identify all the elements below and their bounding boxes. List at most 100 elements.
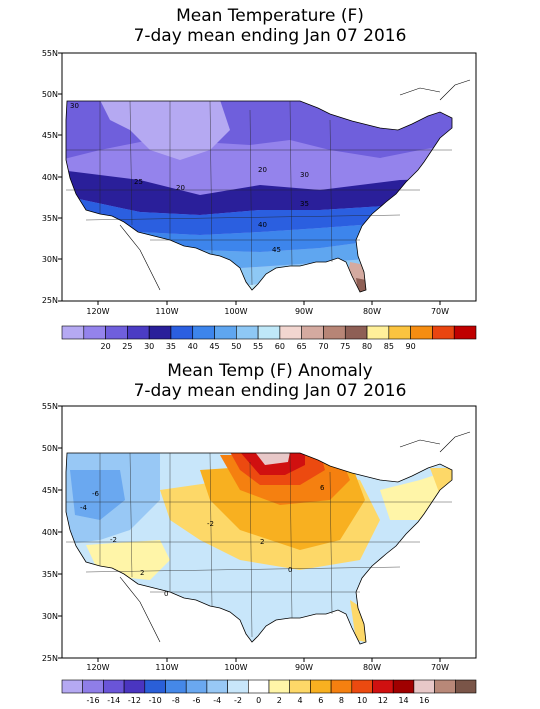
lon-label: 100W — [224, 663, 247, 672]
legend-label: 30 — [144, 342, 154, 351]
lon-label: 80W — [363, 307, 381, 316]
legend-swatch — [236, 325, 259, 340]
contour-label: -6 — [92, 490, 100, 498]
lon-label: 110W — [155, 307, 178, 316]
legend-label: 75 — [340, 342, 350, 351]
legend-swatch — [214, 325, 237, 340]
lon-label: 110W — [155, 663, 178, 672]
legend-swatch — [323, 325, 346, 340]
legend-swatch — [344, 325, 368, 340]
bottom-map-title-line2: 7-day mean ending Jan 07 2016 — [133, 381, 407, 401]
legend-label: 45 — [209, 342, 219, 351]
top-lat-labels: 55N 50N 45N 40N 35N 30N 25N — [42, 49, 58, 305]
legend-label: -12 — [128, 696, 141, 705]
contour-label: 30 — [70, 102, 79, 110]
legend-swatch — [453, 325, 477, 340]
legend-swatch — [127, 325, 150, 340]
top-contour-labels: 25 20 20 30 35 40 45 30 — [70, 102, 309, 254]
legend-swatch — [83, 325, 106, 340]
lat-label: 40N — [42, 528, 58, 537]
legend-swatch — [310, 679, 332, 694]
legend-label: 0 — [256, 696, 261, 705]
lon-label: 90W — [295, 307, 313, 316]
lat-label: 40N — [42, 173, 58, 182]
legend-swatch — [123, 679, 146, 694]
legend-swatch — [301, 325, 324, 340]
lat-label: 45N — [42, 486, 58, 495]
legend-swatch — [454, 679, 477, 694]
legend-swatch — [279, 325, 302, 340]
legend-swatch — [388, 325, 411, 340]
lon-label: 80W — [363, 663, 381, 672]
lon-label: 90W — [295, 663, 313, 672]
legend-label: 35 — [166, 342, 176, 351]
lat-label: 55N — [42, 402, 58, 411]
contour-label: -4 — [80, 504, 88, 512]
neighbor-coastlines — [119, 431, 471, 643]
top-ticks — [58, 52, 441, 305]
legend-swatch — [165, 679, 187, 694]
legend-swatch — [330, 679, 353, 694]
legend-label: 90 — [406, 342, 416, 351]
neighbor-coastlines — [119, 79, 471, 291]
bottom-ticks — [58, 405, 441, 662]
legend-label: 85 — [384, 342, 394, 351]
contour-label: 35 — [300, 200, 309, 208]
legend-label: 8 — [339, 696, 344, 705]
legend-label: 70 — [318, 342, 328, 351]
lat-label: 25N — [42, 296, 58, 305]
bottom-map-title-line1: Mean Temp (F) Anomaly — [167, 361, 373, 381]
lon-label: 70W — [431, 307, 449, 316]
legend-label: 4 — [298, 696, 303, 705]
legend-swatch — [248, 679, 270, 694]
legend-swatch — [392, 679, 415, 694]
contour-label: 40 — [258, 221, 267, 229]
legend-label: 14 — [398, 696, 408, 705]
legend-label: 50 — [231, 342, 241, 351]
lon-label: 70W — [431, 663, 449, 672]
anomaly-legend: -16 -14 -12 -10 -8 -6 -4 -2 0 2 4 6 8 10 12 14 16 — [61, 679, 477, 705]
top-lon-labels: 120W 110W 100W 90W 80W 70W — [86, 307, 449, 316]
legend-label: -6 — [193, 696, 201, 705]
contour-label: -2 — [110, 536, 117, 544]
legend-label: 40 — [188, 342, 198, 351]
legend-swatch — [144, 679, 166, 694]
legend-swatch — [192, 325, 215, 340]
legend-label: 25 — [122, 342, 132, 351]
legend-label: 20 — [100, 342, 110, 351]
legend-label: 65 — [297, 342, 307, 351]
legend-label: 2 — [277, 696, 282, 705]
contour-label: -2 — [207, 520, 214, 528]
legend-swatch — [170, 325, 194, 340]
legend-label: -2 — [234, 696, 242, 705]
legend-label: 10 — [357, 696, 367, 705]
legend-label: 16 — [419, 696, 429, 705]
lat-label: 50N — [42, 90, 58, 99]
legend-swatch — [61, 325, 85, 340]
legend-swatch — [82, 679, 104, 694]
lat-label: 35N — [42, 214, 58, 223]
us-outline — [65, 100, 453, 293]
contour-label: 2 — [260, 538, 264, 546]
lon-label: 120W — [86, 307, 109, 316]
legend-swatch — [185, 679, 208, 694]
contour-label: 20 — [176, 184, 185, 192]
legend-label: 80 — [362, 342, 372, 351]
legend-swatch — [206, 679, 228, 694]
top-map-title-line2: 7-day mean ending Jan 07 2016 — [133, 26, 407, 46]
contour-label: 20 — [258, 166, 267, 174]
legend-swatch — [410, 325, 433, 340]
contour-label: 2 — [140, 569, 144, 577]
contour-label: 45 — [272, 246, 281, 254]
legend-swatch — [227, 679, 249, 694]
lon-label: 100W — [224, 307, 247, 316]
contour-label: 0 — [164, 590, 168, 598]
legend-swatch — [351, 679, 373, 694]
top-map-title-line1: Mean Temperature (F) — [176, 6, 364, 26]
legend-label: -14 — [107, 696, 120, 705]
legend-swatch — [372, 679, 394, 694]
top-map-title: Mean Temperature (F) 7-day mean ending J… — [0, 6, 540, 46]
legend-swatch — [268, 679, 291, 694]
state-borders — [66, 100, 452, 286]
